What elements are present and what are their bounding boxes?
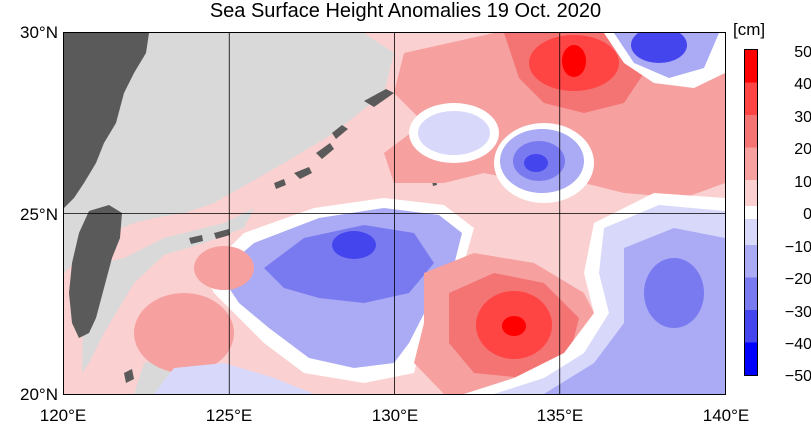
land-taiwan xyxy=(69,205,122,338)
anomaly-cold-ring xyxy=(524,154,548,172)
anomaly-warm-west xyxy=(134,293,234,373)
colorbar-label: 20 xyxy=(794,141,811,158)
lon-label-140: 140°E xyxy=(702,406,750,425)
no-data-region xyxy=(82,208,254,373)
land-mainland xyxy=(64,33,149,208)
colorbar-label: −50 xyxy=(784,368,811,385)
anomaly-warm-north-max xyxy=(562,45,586,77)
lat-label-25: 25°N xyxy=(20,205,58,224)
colorbar-label: 40 xyxy=(794,76,811,93)
gridlines xyxy=(64,33,725,394)
colorbar-label: −10 xyxy=(784,239,811,256)
lat-label-20: 20°N xyxy=(20,385,58,404)
colorbar-label: 0 xyxy=(803,206,811,223)
ssh-map xyxy=(63,32,726,395)
colorbar-label: −30 xyxy=(784,304,811,321)
colorbar-label: −20 xyxy=(784,271,811,288)
anomaly-cold-east-core xyxy=(644,258,704,328)
colorbar xyxy=(744,49,758,376)
colorbar-label: 10 xyxy=(794,174,811,191)
colorbar-unit: [cm] xyxy=(733,20,766,39)
anomaly-cold-central xyxy=(264,225,434,303)
anomaly-cold-northeast-core xyxy=(631,33,687,63)
lon-label-120: 120°E xyxy=(39,406,87,425)
anomaly-warm-south-max xyxy=(502,316,526,336)
colorbar-label: −40 xyxy=(784,336,811,353)
map-canvas xyxy=(64,33,725,394)
anomaly-cold-central-core xyxy=(332,231,376,259)
lon-label-125: 125°E xyxy=(205,406,253,425)
anomaly-warm-west xyxy=(194,246,254,290)
colorbar-label: 50 xyxy=(794,44,811,61)
anomaly-cold-small xyxy=(418,111,490,155)
map-title: Sea Surface Height Anomalies 19 Oct. 202… xyxy=(209,0,602,22)
lon-label-135: 135°E xyxy=(536,406,584,425)
colorbar-label: 30 xyxy=(794,109,811,126)
anomaly-cold-southwest xyxy=(154,363,314,394)
lat-label-30: 30°N xyxy=(20,23,58,42)
lon-label-130: 130°E xyxy=(371,406,419,425)
